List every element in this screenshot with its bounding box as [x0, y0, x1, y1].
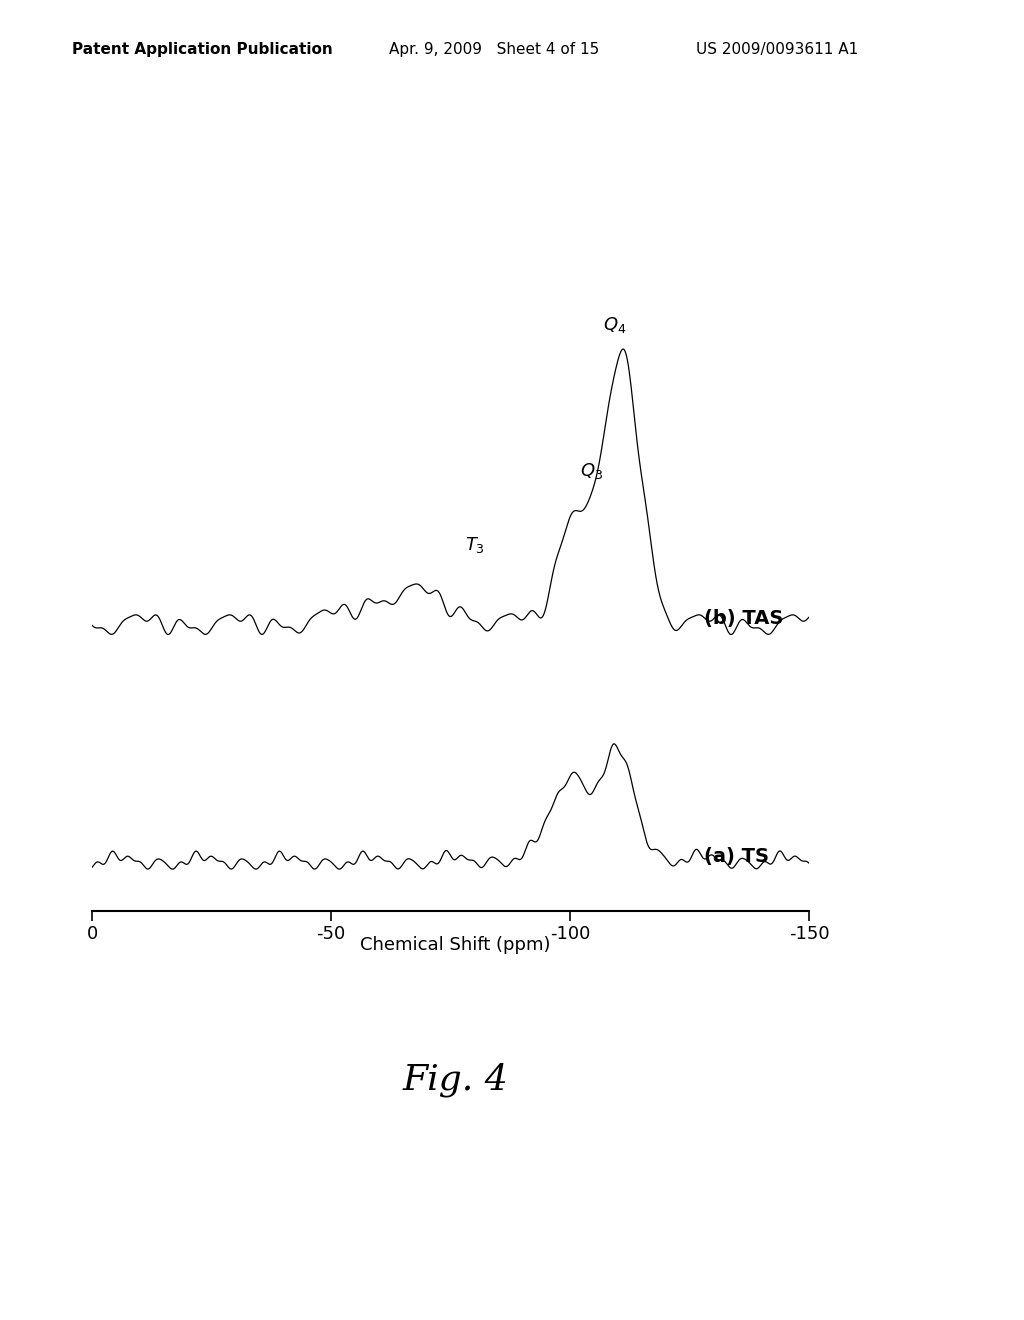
Text: Chemical Shift (ppm): Chemical Shift (ppm): [360, 936, 551, 954]
Text: (a) TS: (a) TS: [703, 847, 769, 866]
Text: $Q_4$: $Q_4$: [603, 315, 627, 335]
Text: $Q_3$: $Q_3$: [580, 461, 603, 480]
Text: Patent Application Publication: Patent Application Publication: [72, 42, 333, 57]
Text: Fig. 4: Fig. 4: [402, 1063, 509, 1097]
Text: (b) TAS: (b) TAS: [703, 609, 783, 628]
Text: US 2009/0093611 A1: US 2009/0093611 A1: [696, 42, 858, 57]
Text: $T_3$: $T_3$: [465, 535, 484, 556]
Text: Apr. 9, 2009   Sheet 4 of 15: Apr. 9, 2009 Sheet 4 of 15: [389, 42, 599, 57]
